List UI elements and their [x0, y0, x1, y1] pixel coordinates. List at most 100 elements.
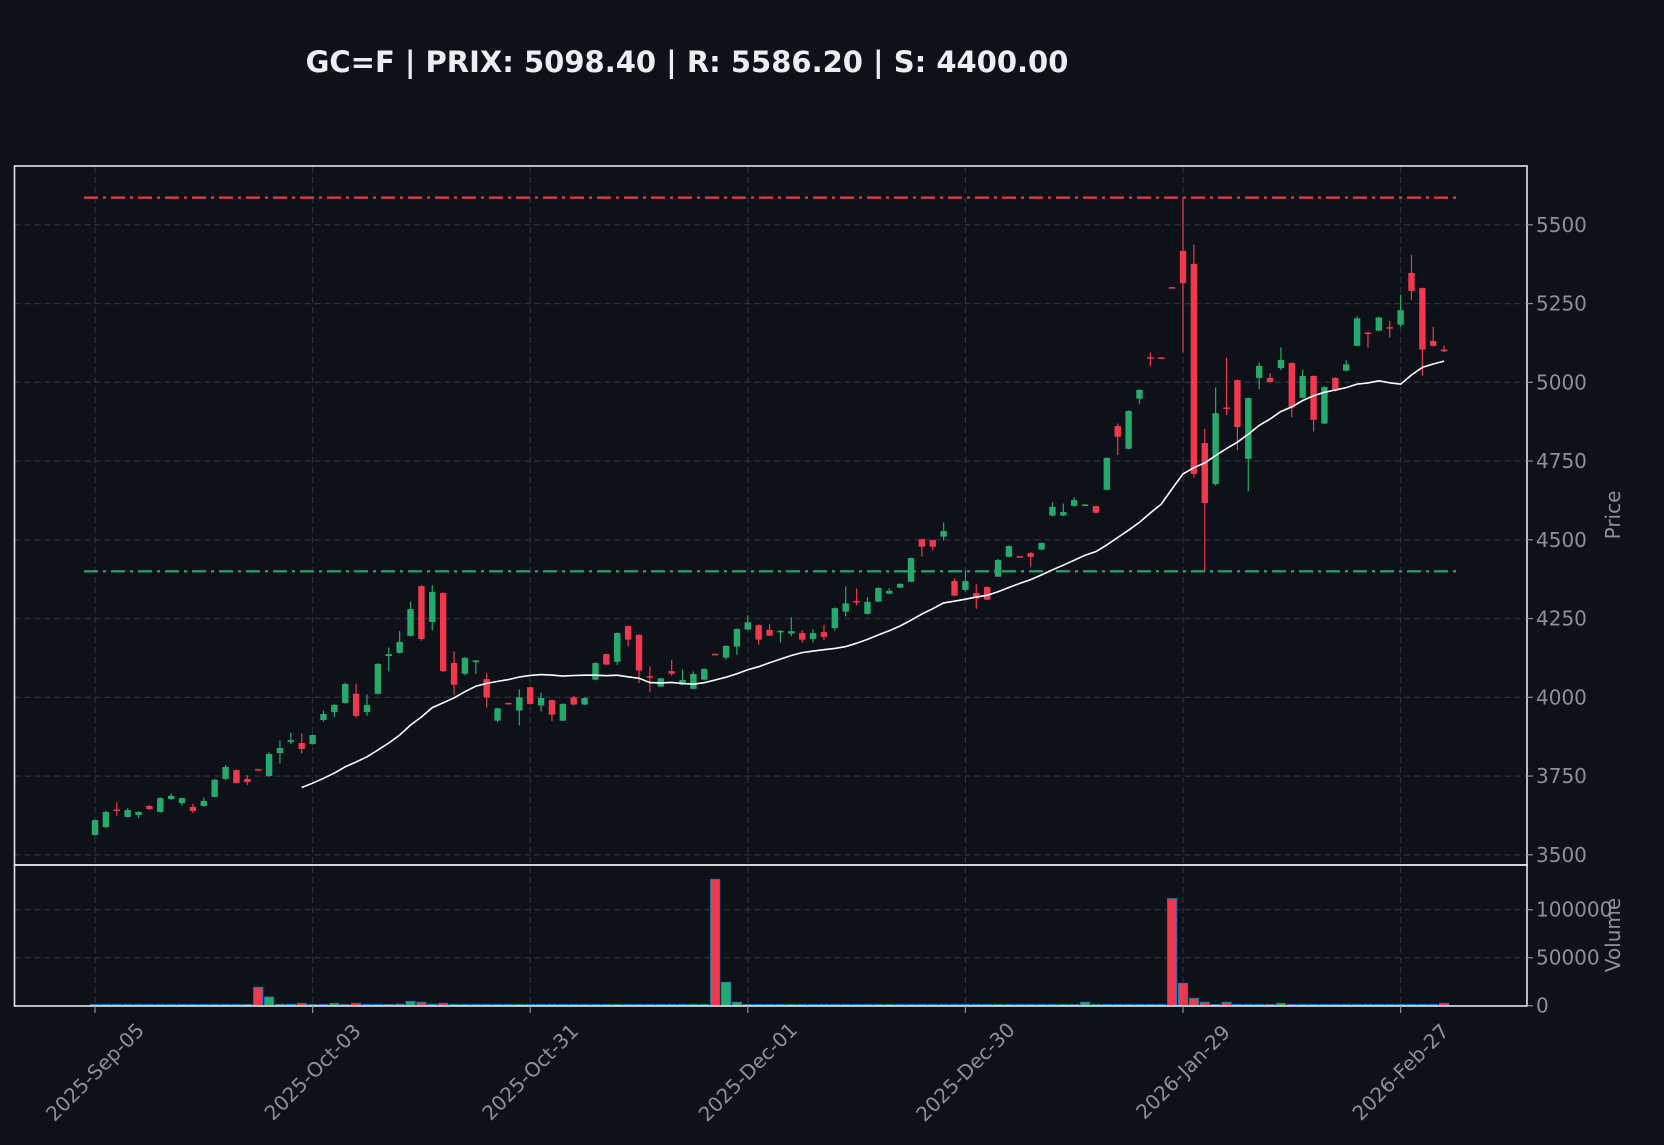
candle-body-up	[363, 704, 371, 713]
candle-body-up	[102, 811, 110, 828]
candle-body-down	[1016, 556, 1023, 558]
candle-body-up	[581, 697, 588, 705]
candle-body-up	[1353, 318, 1361, 346]
candle-body-up	[178, 798, 186, 804]
candle-body-up	[320, 713, 327, 720]
candle-body-up	[374, 663, 382, 694]
candle-body-up	[722, 645, 730, 658]
candle-body-up	[907, 558, 915, 582]
candle-body-up	[396, 641, 403, 653]
candle-body-down	[450, 662, 458, 685]
candle-body-down	[820, 632, 828, 637]
candle-body-up	[461, 657, 469, 674]
price-tick-label: 3750	[1536, 764, 1587, 788]
candle-body-down	[1114, 426, 1121, 437]
candle-body-up	[701, 668, 708, 680]
candle-body-up	[875, 587, 882, 602]
candle-body-down	[853, 600, 860, 603]
candle-body-up	[559, 703, 567, 721]
candle-body-up	[842, 603, 849, 612]
candle-body-up	[385, 654, 392, 657]
candle-body-up	[167, 795, 175, 800]
price-tick-label: 5000	[1536, 370, 1587, 394]
candle-body-down	[418, 586, 425, 640]
candle-body-up	[994, 559, 1002, 577]
volume-bar	[253, 986, 264, 1007]
support-resistance-lines	[84, 196, 1459, 573]
candle-body-up	[1005, 546, 1013, 557]
candle-body-up	[124, 810, 131, 817]
candle-body-up	[200, 800, 207, 806]
candle-body-down	[244, 778, 251, 783]
candle-body-up	[1060, 512, 1067, 516]
moving-average	[301, 360, 1445, 789]
candle-body-up	[679, 679, 686, 685]
candle-body-down	[973, 593, 980, 599]
moving-average-line	[301, 360, 1445, 789]
candle-body-up	[287, 740, 295, 743]
price-tick-label: 4250	[1536, 607, 1587, 631]
volume-bar	[1177, 982, 1189, 1007]
candle-body-down	[1027, 553, 1034, 557]
candle-body-down	[1147, 357, 1154, 359]
chart-title: GC=F | PRIX: 5098.40 | R: 5586.20 | S: 4…	[306, 45, 1069, 79]
volume-bar	[1199, 1001, 1210, 1007]
candle-body-up	[1212, 413, 1219, 485]
candle-body-up	[831, 608, 839, 628]
candle-body-down	[603, 654, 610, 665]
candle-body-up	[592, 662, 599, 680]
candle-body-down	[233, 770, 240, 783]
candle-body-up	[265, 754, 273, 777]
candle-body-down	[1168, 287, 1176, 289]
candle-body-down	[1179, 250, 1187, 284]
candle-body-up	[1343, 364, 1350, 371]
candle-body-down	[1386, 327, 1393, 329]
candle-body-up	[1071, 500, 1078, 506]
candle-body-up	[1038, 542, 1045, 550]
price-tick-label: 4000	[1536, 685, 1587, 709]
candle-body-up	[733, 628, 741, 647]
candle-body-down	[799, 633, 806, 640]
candle-body-down	[1234, 380, 1241, 428]
candle-body-down	[711, 653, 719, 656]
candle-body-down	[1266, 377, 1274, 382]
candle-body-down	[755, 625, 762, 640]
candle-body-up	[135, 811, 142, 816]
volume-tick-label: 100000	[1536, 898, 1612, 922]
price-tick-label: 3500	[1536, 843, 1587, 867]
candle-body-up	[1299, 376, 1306, 398]
candle-body-up	[809, 633, 817, 640]
candle-body-down	[1419, 288, 1426, 350]
candle-body-down	[298, 742, 305, 749]
candle-body-down	[1430, 341, 1437, 346]
candle-body-down	[1310, 376, 1317, 420]
candle-body-down	[1223, 407, 1230, 409]
candle-body-up	[537, 697, 545, 706]
candle-body-up	[222, 766, 229, 779]
candle-body-up	[940, 530, 947, 537]
volume-tick-label: 50000	[1536, 946, 1600, 970]
candle-body-up	[429, 592, 436, 623]
candle-body-down	[189, 806, 197, 812]
candle-body-down	[1408, 272, 1415, 291]
volume-bars	[89, 878, 1450, 1007]
candle-body-up	[1049, 507, 1056, 516]
candle-body-up	[157, 798, 164, 812]
candle-body-up	[1081, 504, 1089, 507]
candle-body-up	[211, 779, 218, 797]
candle-body-down	[1092, 506, 1100, 513]
candle-body-down	[918, 539, 926, 547]
candle-body-down	[255, 769, 262, 771]
candle-body-down	[646, 676, 654, 678]
volume-panel-frame	[13, 864, 1528, 1007]
candle-body-down	[505, 702, 512, 705]
candle-body-up	[276, 748, 284, 754]
candle-body-down	[352, 693, 360, 716]
candle-body-up	[494, 708, 501, 721]
candle-body-down	[1364, 332, 1372, 335]
candle-body-up	[1321, 387, 1328, 424]
candle-body-up	[1103, 457, 1111, 490]
candle-body-down	[766, 629, 773, 636]
candle-body-down	[1201, 443, 1208, 503]
